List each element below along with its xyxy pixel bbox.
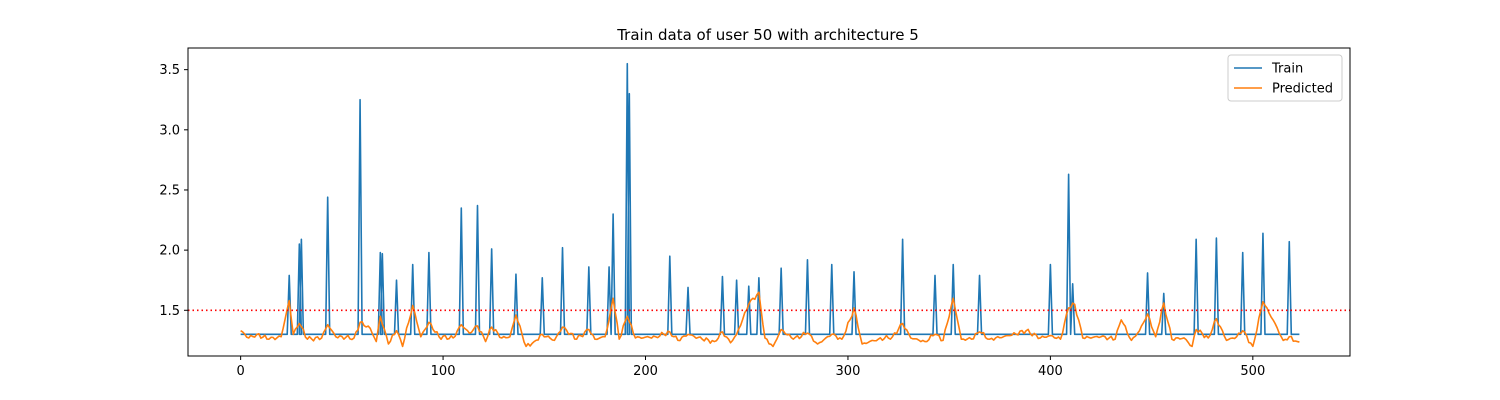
- x-tick-label: 500: [1240, 364, 1265, 379]
- plot-frame: [187, 47, 1351, 357]
- chart-title: Train data of user 50 with architecture …: [616, 26, 919, 44]
- y-tick-label: 3.0: [159, 123, 180, 138]
- x-tick-label: 200: [633, 364, 658, 379]
- x-tick-label: 300: [836, 364, 861, 379]
- legend-box: [1227, 54, 1343, 102]
- y-tick-label: 1.5: [159, 304, 180, 319]
- series-line-train: [240, 62, 1300, 336]
- y-tick-label: 2.5: [159, 183, 180, 198]
- legend-label: Predicted: [1272, 82, 1333, 97]
- y-tick-label: 2.0: [159, 244, 180, 259]
- x-tick-label: 0: [236, 364, 244, 379]
- legend: Train Predicted: [1227, 54, 1343, 102]
- axes: 0 100 200 300 400 500 1.5 2.0 2.5 3.0 3.5: [159, 63, 1265, 379]
- y-tick-label: 3.5: [159, 63, 180, 78]
- plot-area: [188, 62, 1350, 348]
- x-tick-label: 400: [1038, 364, 1063, 379]
- x-tick-label: 100: [431, 364, 456, 379]
- legend-label: Train: [1271, 62, 1303, 77]
- series-line-predicted: [240, 291, 1300, 348]
